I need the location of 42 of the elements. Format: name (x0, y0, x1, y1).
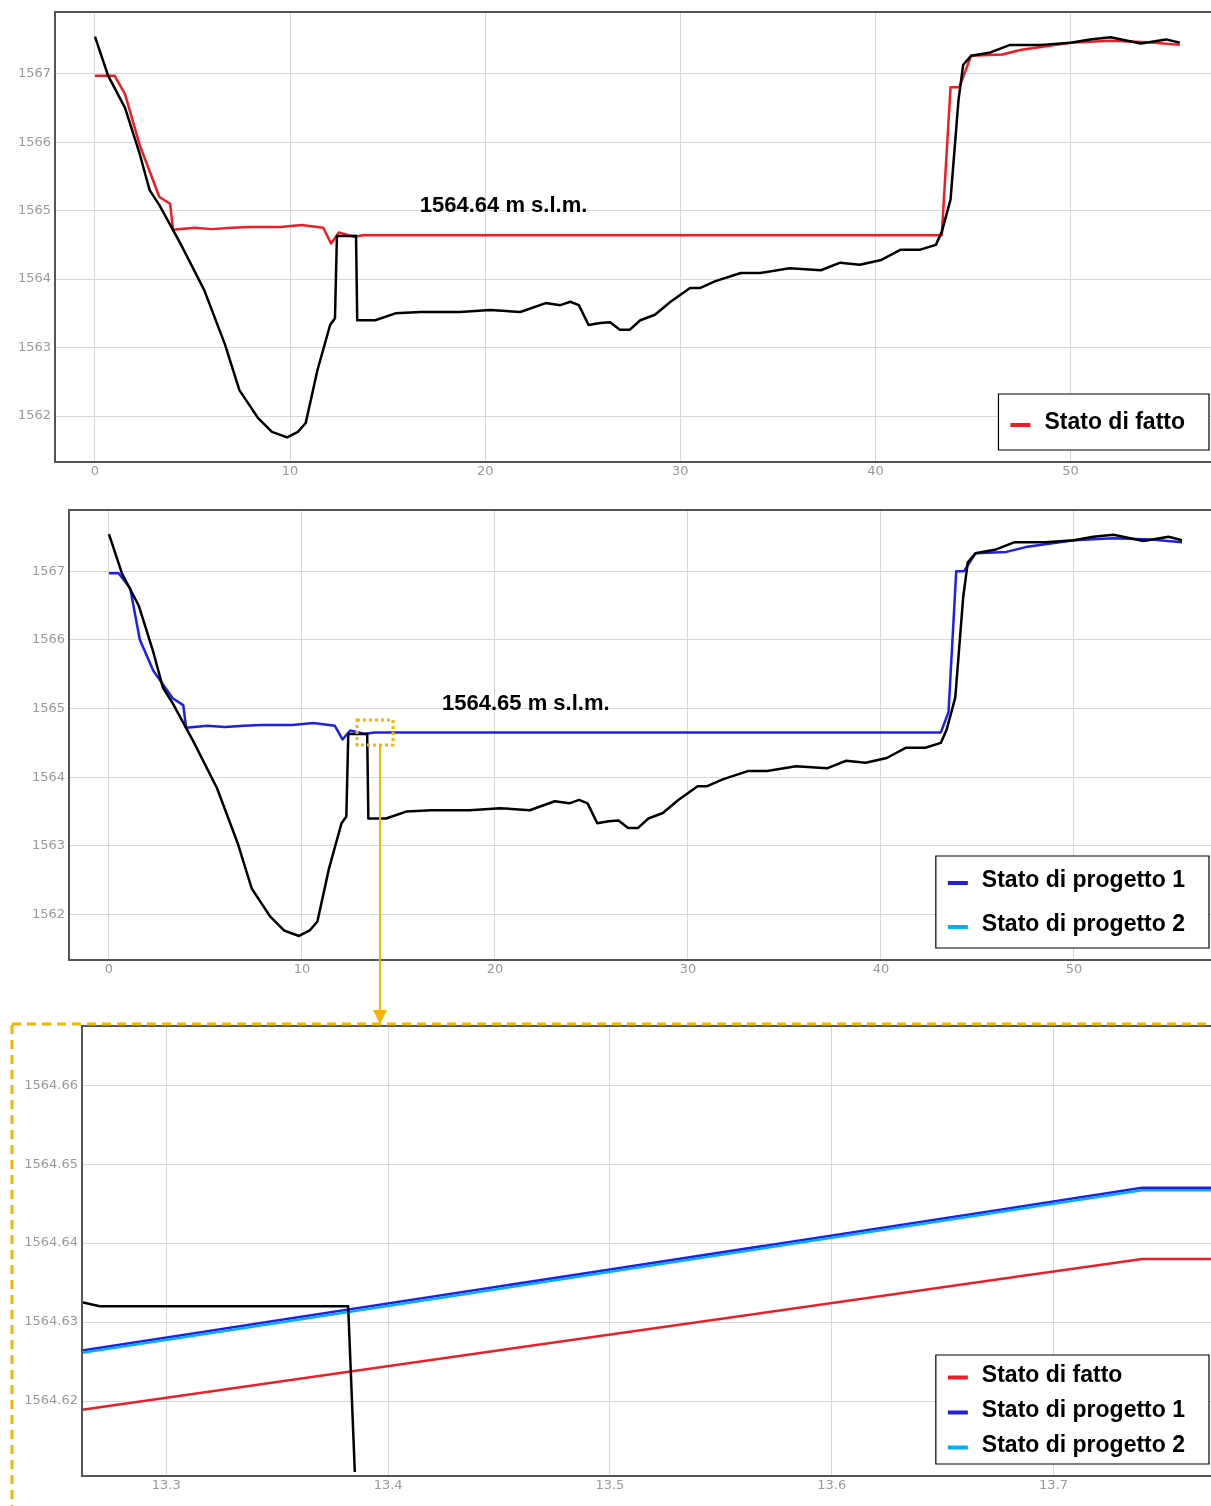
legend-label: Stato di progetto 1 (981, 1395, 1186, 1422)
x-tick-label: 13.6 (817, 1477, 847, 1493)
y-tick-label: 1562 (31, 906, 65, 922)
y-tick-label: 1562 (17, 407, 51, 423)
x-tick-label: 13.5 (595, 1477, 625, 1493)
x-tick-label: 10 (293, 961, 311, 977)
x-tick-label: 40 (867, 463, 884, 479)
x-tick-label: 20 (476, 463, 494, 479)
legend-label: Stato di progetto 2 (981, 910, 1186, 937)
y-tick-label: 1565 (17, 202, 51, 218)
y-tick-label: 1564 (17, 270, 51, 286)
x-tick-label: 13.3 (151, 1477, 181, 1493)
annotation: 1564.65 m s.l.m. (442, 689, 610, 715)
legend-label: Stato di fatto (1044, 408, 1186, 435)
x-tick-label: 50 (1062, 463, 1079, 479)
x-tick-label: 13.7 (1039, 1477, 1068, 1493)
y-tick-label: 1566 (17, 133, 51, 149)
annotation: 1564.64 m s.l.m. (419, 191, 588, 217)
y-tick-label: 1566 (31, 631, 65, 647)
y-tick-label: 1564.64 (24, 1234, 78, 1250)
y-tick-label: 1564 (31, 768, 65, 784)
y-tick-label: 1564.66 (24, 1076, 78, 1092)
x-tick-label: 13.4 (373, 1477, 403, 1493)
y-tick-label: 1565 (31, 699, 65, 715)
legend-label: Stato di progetto 2 (981, 1430, 1186, 1457)
x-tick-label: 10 (281, 463, 299, 479)
y-tick-label: 1567 (17, 65, 51, 81)
x-tick-label: 30 (672, 463, 689, 479)
y-tick-label: 1564.63 (24, 1313, 78, 1329)
x-tick-label: 30 (679, 961, 697, 977)
y-tick-label: 1563 (17, 338, 51, 354)
x-tick-label: 50 (1065, 961, 1083, 977)
x-tick-label: 0 (104, 961, 114, 977)
y-tick-label: 1563 (31, 837, 65, 853)
legend-label: Stato di fatto (981, 1360, 1123, 1387)
legend-label: Stato di progetto 1 (981, 866, 1186, 893)
y-tick-label: 1564.65 (24, 1155, 78, 1171)
x-tick-label: 0 (90, 463, 100, 479)
y-tick-label: 1567 (31, 562, 65, 578)
x-tick-label: 40 (872, 961, 890, 977)
y-tick-label: 1564.62 (24, 1392, 78, 1408)
x-tick-label: 20 (486, 961, 504, 977)
